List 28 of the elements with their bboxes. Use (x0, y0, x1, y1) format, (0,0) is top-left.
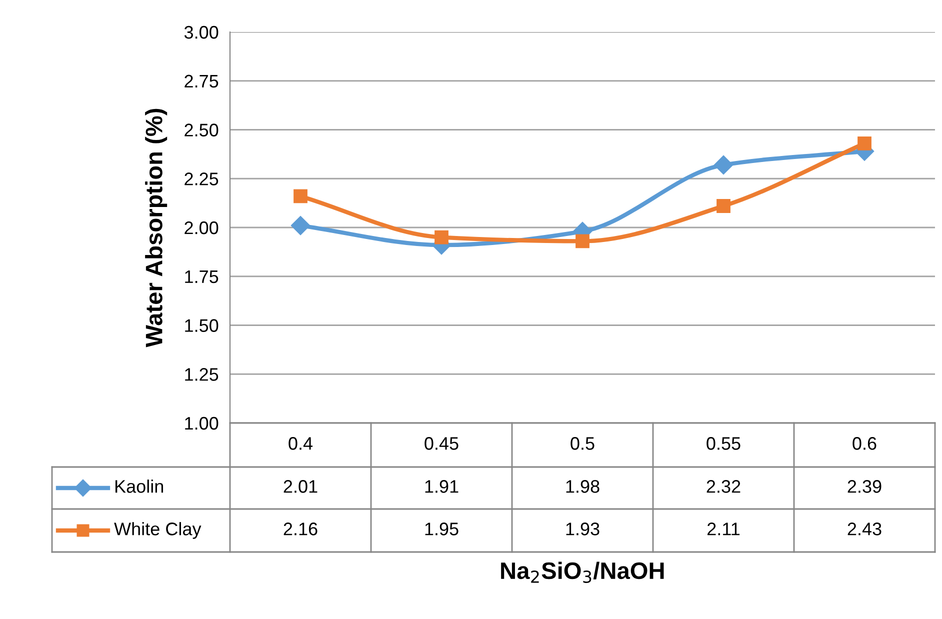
data-label: 2.16 (284, 522, 318, 536)
data-label: 2.43 (848, 522, 882, 536)
data-label: 1.91 (425, 480, 458, 493)
y-tick-label: 2.25 (184, 172, 218, 186)
data-label: 2.39 (848, 480, 882, 493)
y-tick-label: 2.75 (184, 74, 218, 88)
y-axis-title: Water Absorption (%) (145, 108, 168, 348)
legend-label: White Clay (114, 522, 202, 539)
data-label: 2.11 (708, 522, 740, 536)
legend-label: Kaolin (115, 480, 164, 493)
data-label: 2.32 (706, 480, 740, 493)
data-label: 1.98 (566, 480, 600, 493)
x-axis-title: Na$_{2}$SiO$_{3}$/NaOH (501, 562, 664, 583)
y-tick-label: 1.75 (185, 270, 218, 284)
y-tick-label: 1.25 (185, 368, 218, 381)
x-tick-label: 0.6 (852, 437, 876, 450)
data-label: 1.93 (566, 522, 600, 536)
x-tick-label: 0.45 (424, 437, 458, 450)
x-tick-label: 0.5 (570, 437, 594, 450)
y-tick-label: 2.50 (184, 124, 218, 136)
x-tick-label: 0.55 (706, 437, 740, 450)
y-tick-label: 1.50 (185, 319, 218, 332)
y-tick-label: 2.00 (184, 221, 218, 234)
y-tick-label: 3.00 (184, 26, 218, 39)
y-tick-label: 1.00 (185, 416, 218, 430)
data-label: 1.95 (425, 522, 458, 536)
data-label: 2.01 (284, 480, 318, 493)
x-tick-label: 0.4 (288, 437, 313, 450)
